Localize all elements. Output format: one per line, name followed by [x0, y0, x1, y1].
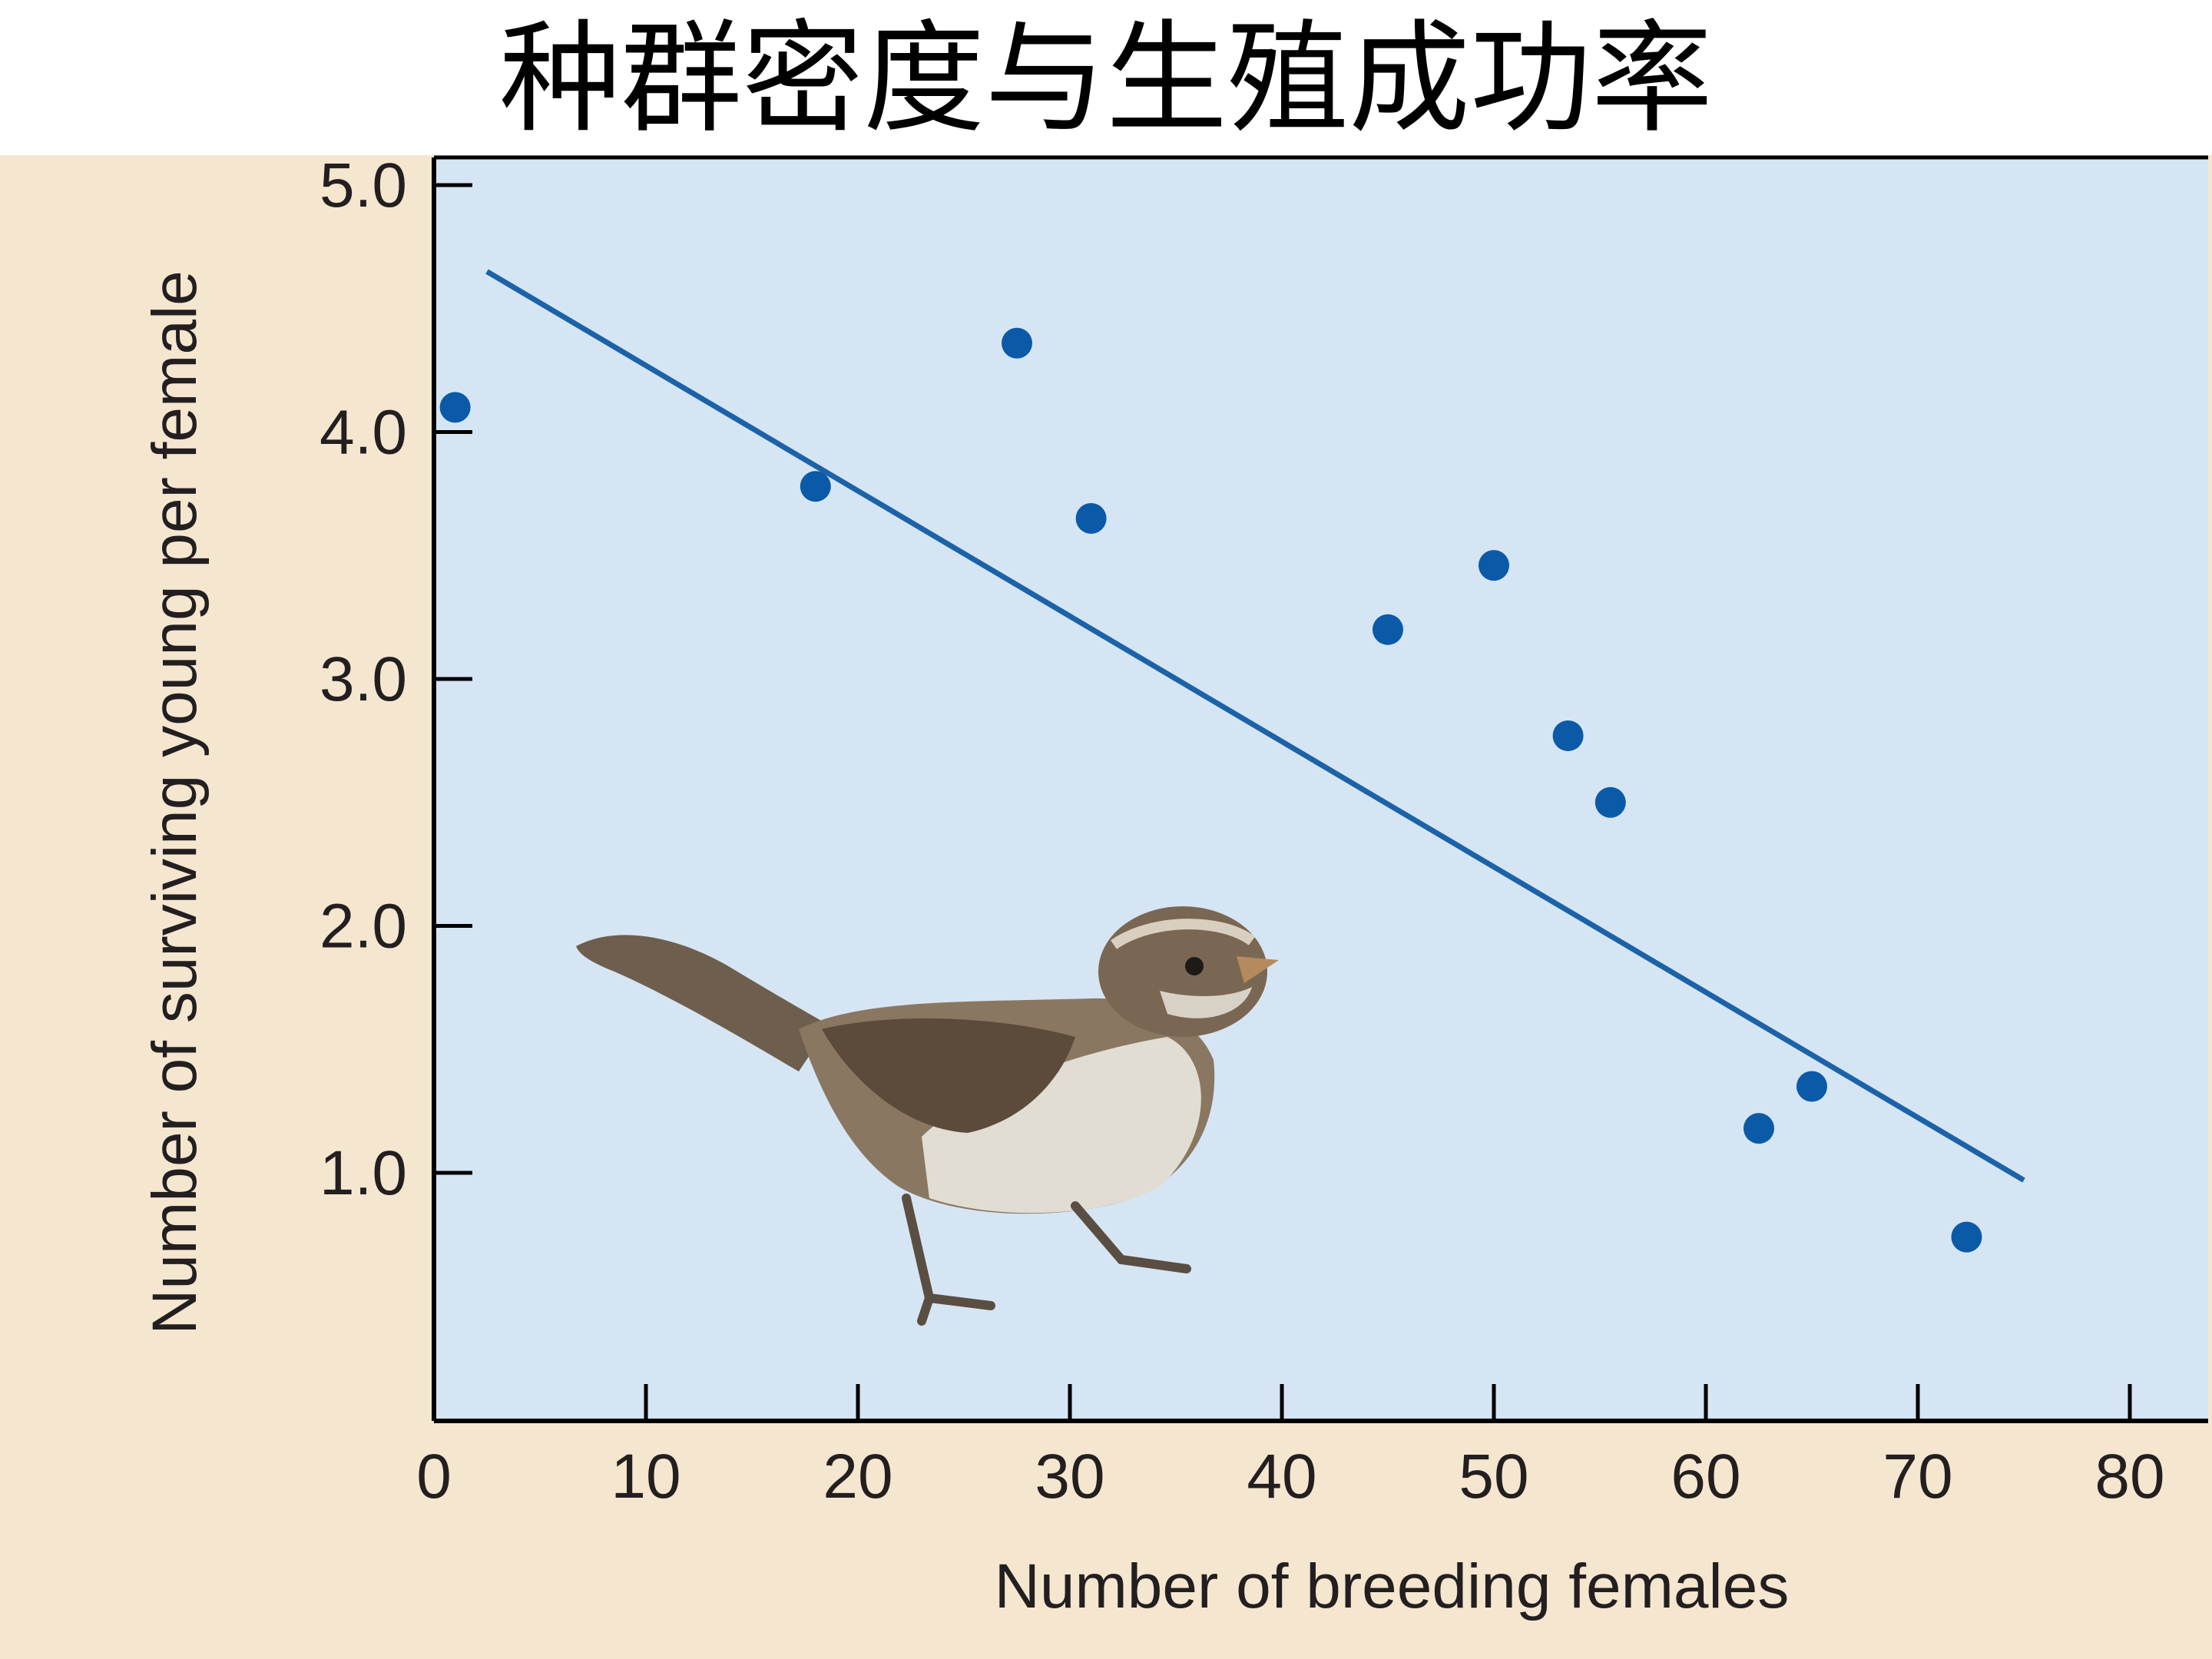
trend-line-group: [485, 269, 2025, 1183]
data-point: [1373, 614, 1403, 645]
x-tick-label: 70: [1883, 1442, 1952, 1512]
sparrow-illustration: [576, 906, 1279, 1326]
x-tick-label: 80: [2094, 1442, 2164, 1512]
y-tick-label: 5.0: [320, 151, 407, 220]
y-ticks: 1.0 2.0 3.0 4.0 5.0: [320, 151, 472, 1208]
data-point: [439, 392, 471, 423]
data-point: [1552, 720, 1584, 751]
data-point: [1743, 1113, 1774, 1144]
x-tick-label: 60: [1671, 1442, 1740, 1512]
x-ticks: 0 10 20 30 40 50 60 70 80: [416, 1384, 2165, 1512]
trend-line: [485, 269, 2025, 1183]
data-point: [1796, 1071, 1827, 1102]
data-point: [1002, 327, 1032, 359]
y-tick-label: 3.0: [320, 644, 407, 714]
data-points: [439, 327, 1982, 1253]
data-point: [800, 471, 831, 502]
y-axis-label: Number of surviving young per female: [140, 270, 210, 1335]
sparrow-beak: [1237, 956, 1279, 983]
sparrow-tail: [576, 935, 830, 1071]
sparrow-leg-front: [1071, 1201, 1191, 1273]
x-axis-label: Number of breeding females: [995, 1551, 1790, 1621]
x-tick-label: 50: [1459, 1442, 1528, 1512]
x-tick-label: 10: [611, 1442, 680, 1512]
page-title: 种群密度与生殖成功率: [499, 8, 1713, 150]
sparrow-cheek: [1160, 987, 1252, 1018]
plot-area: [434, 157, 2208, 1421]
y-tick-label: 1.0: [320, 1138, 407, 1208]
y-tick-label: 4.0: [320, 398, 407, 468]
sparrow-belly: [922, 1037, 1201, 1214]
x-tick-label: 20: [823, 1442, 892, 1512]
x-tick-label: 0: [416, 1442, 452, 1512]
y-tick-label: 2.0: [320, 892, 407, 962]
x-tick-label: 40: [1247, 1442, 1316, 1512]
x-tick-label: 30: [1035, 1442, 1104, 1512]
data-point: [1594, 786, 1626, 818]
sparrow-wing: [822, 1018, 1075, 1133]
sparrow-eye: [1185, 957, 1204, 975]
data-point: [1479, 550, 1509, 581]
sparrow-head-stripe: [1110, 919, 1256, 949]
data-point: [1075, 503, 1107, 535]
data-point: [1951, 1221, 1982, 1253]
sparrow-leg-back: [902, 1194, 995, 1326]
